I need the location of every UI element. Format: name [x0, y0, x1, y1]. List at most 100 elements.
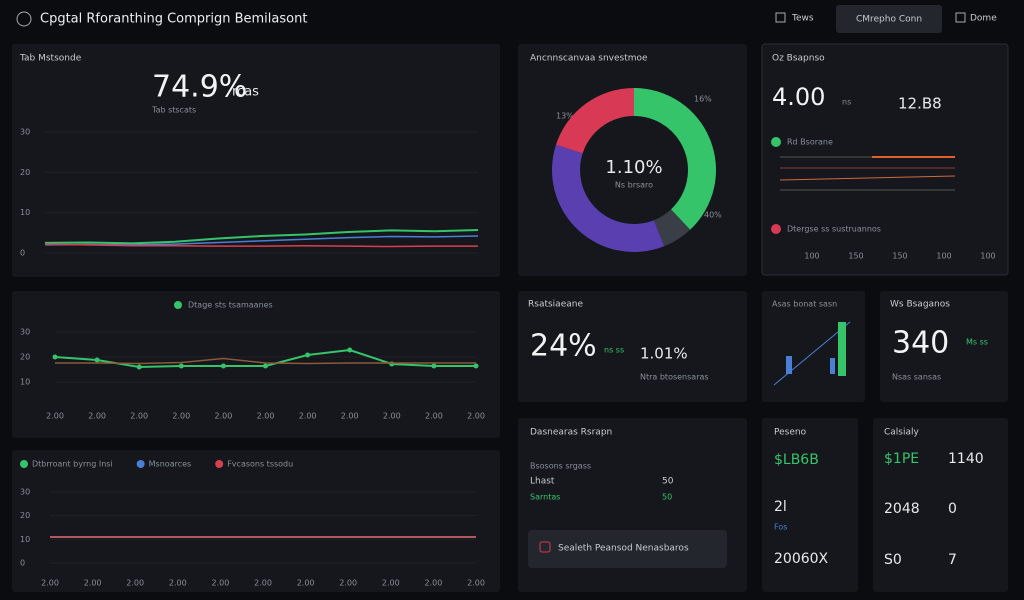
panel — [762, 418, 858, 592]
icon — [775, 12, 786, 23]
page-title: Cpgtal Rforanthing Comprign Bemilasont — [40, 12, 307, 27]
bar-illustration — [773, 321, 851, 386]
row-value: 50 — [662, 477, 674, 487]
panel — [12, 291, 500, 438]
x-tick-label: 2.00 — [169, 579, 187, 588]
y-tick-label: 30 — [20, 488, 30, 497]
list-item: $1PE — [884, 451, 919, 467]
point — [263, 363, 268, 369]
y-tick-label: 10 — [20, 208, 30, 217]
x-tick-label: 2.00 — [424, 579, 442, 588]
point — [178, 363, 184, 369]
donut-center-label: Ns brsaro — [615, 181, 653, 190]
legend: Rd Bsorane — [787, 138, 833, 147]
y-tick-label: 20 — [20, 511, 30, 520]
x-tick-label: 2.00 — [341, 412, 359, 421]
x-tick-label: 2.00 — [299, 412, 317, 421]
donut-segment — [653, 209, 691, 247]
panel — [761, 43, 1009, 276]
card-title: Rsatsiaeane — [528, 300, 583, 310]
panel — [12, 450, 500, 592]
x-tick-label: 100 — [804, 252, 819, 261]
button[interactable]: Sealeth Peansod Nenasbaros — [558, 544, 689, 554]
callout: 13% — [556, 112, 574, 121]
x-tick-label: 2.00 — [339, 579, 357, 588]
point — [305, 352, 311, 358]
x-tick-label: 2.00 — [130, 412, 148, 421]
y-tick-label: 10 — [20, 378, 30, 387]
kpi: 12.B8 — [898, 95, 942, 113]
button[interactable]: Dome — [970, 14, 997, 24]
x-tick-label: 150 — [848, 252, 863, 261]
donut-segment — [556, 88, 634, 154]
x-tick-label: 2.00 — [467, 579, 485, 588]
list-item: 0 — [948, 501, 957, 517]
x-tick-label: 2.00 — [254, 579, 272, 588]
x-tick-label: 2.00 — [382, 579, 400, 588]
legend-dot — [771, 224, 781, 234]
card-title: Dasnearas Rsrapn — [530, 428, 612, 438]
card-title: Ws Bsaganos — [890, 300, 950, 310]
x-tick-label: 2.00 — [88, 412, 106, 421]
button[interactable]: CMrepho Conn — [856, 15, 922, 25]
legend: Dtage sts tsamaanes — [188, 301, 273, 310]
callout: 40% — [704, 211, 722, 220]
panel-title: Tab Mstsonde — [19, 54, 82, 64]
legend: Fvcasons tssodu — [227, 460, 293, 469]
kpi: 4.00 — [772, 83, 825, 111]
y-tick-label: 30 — [20, 128, 30, 137]
legend-dot — [136, 460, 145, 468]
x-tick-label: 2.00 — [425, 412, 443, 421]
row-label: Lhast — [530, 477, 555, 487]
icon — [955, 12, 966, 23]
list-item: 2l — [774, 499, 787, 515]
kpi: 24% — [530, 329, 597, 364]
x-tick-label: 2.00 — [257, 412, 275, 421]
panel-title: Oz Bsapnso — [772, 54, 825, 64]
list-item: Fos — [774, 523, 787, 532]
kpi-unit: Ms ss — [966, 338, 988, 347]
logo — [16, 11, 32, 27]
y-tick-label: 20 — [20, 168, 30, 177]
card-note: Nsas sansas — [892, 373, 941, 382]
x-tick-label: 2.00 — [126, 579, 144, 588]
card-note: Ntra btosensaras — [640, 373, 709, 382]
list-item: $LB6B — [774, 452, 819, 468]
kpi: 1.01% — [640, 345, 688, 363]
panel-title: Ancnnscanvaa snvestmoe — [530, 54, 648, 64]
y-tick-label: 0 — [20, 559, 25, 568]
x-tick-label: 150 — [892, 252, 907, 261]
x-tick-label: 2.00 — [467, 412, 485, 421]
y-tick-label: 30 — [20, 328, 30, 337]
list-item: 2048 — [884, 501, 920, 517]
x-tick-label: 100 — [936, 252, 951, 261]
legend: Msnoarces — [149, 460, 192, 469]
mini-lines — [779, 156, 956, 191]
donut-center: 1.10% — [605, 157, 662, 178]
kpi: 340 — [892, 326, 949, 361]
panel — [880, 291, 1008, 402]
panel — [518, 291, 747, 402]
button-bg[interactable] — [528, 530, 727, 568]
legend-dot — [174, 301, 182, 309]
legend-dot — [771, 137, 781, 147]
y-tick-label: 10 — [20, 535, 30, 544]
point — [431, 363, 437, 369]
button-bg[interactable] — [836, 5, 942, 33]
x-tick-label: 2.00 — [211, 579, 229, 588]
kpi-sub: Tab stscats — [151, 106, 196, 115]
point — [52, 354, 58, 360]
kpi-unit: ns — [842, 98, 851, 107]
panel — [873, 418, 1008, 592]
x-tick-label: 2.00 — [46, 412, 64, 421]
kpi-unit: rcas — [232, 85, 259, 100]
donut-segment — [552, 144, 665, 252]
kpi-unit: ns ss — [604, 346, 624, 355]
button[interactable]: Tews — [791, 14, 814, 24]
x-tick-label: 2.00 — [214, 412, 232, 421]
card-title: Peseno — [774, 428, 807, 438]
list-item: 20060X — [774, 551, 829, 567]
panel — [12, 44, 500, 277]
icon — [539, 541, 551, 553]
legend-dot — [20, 460, 28, 468]
